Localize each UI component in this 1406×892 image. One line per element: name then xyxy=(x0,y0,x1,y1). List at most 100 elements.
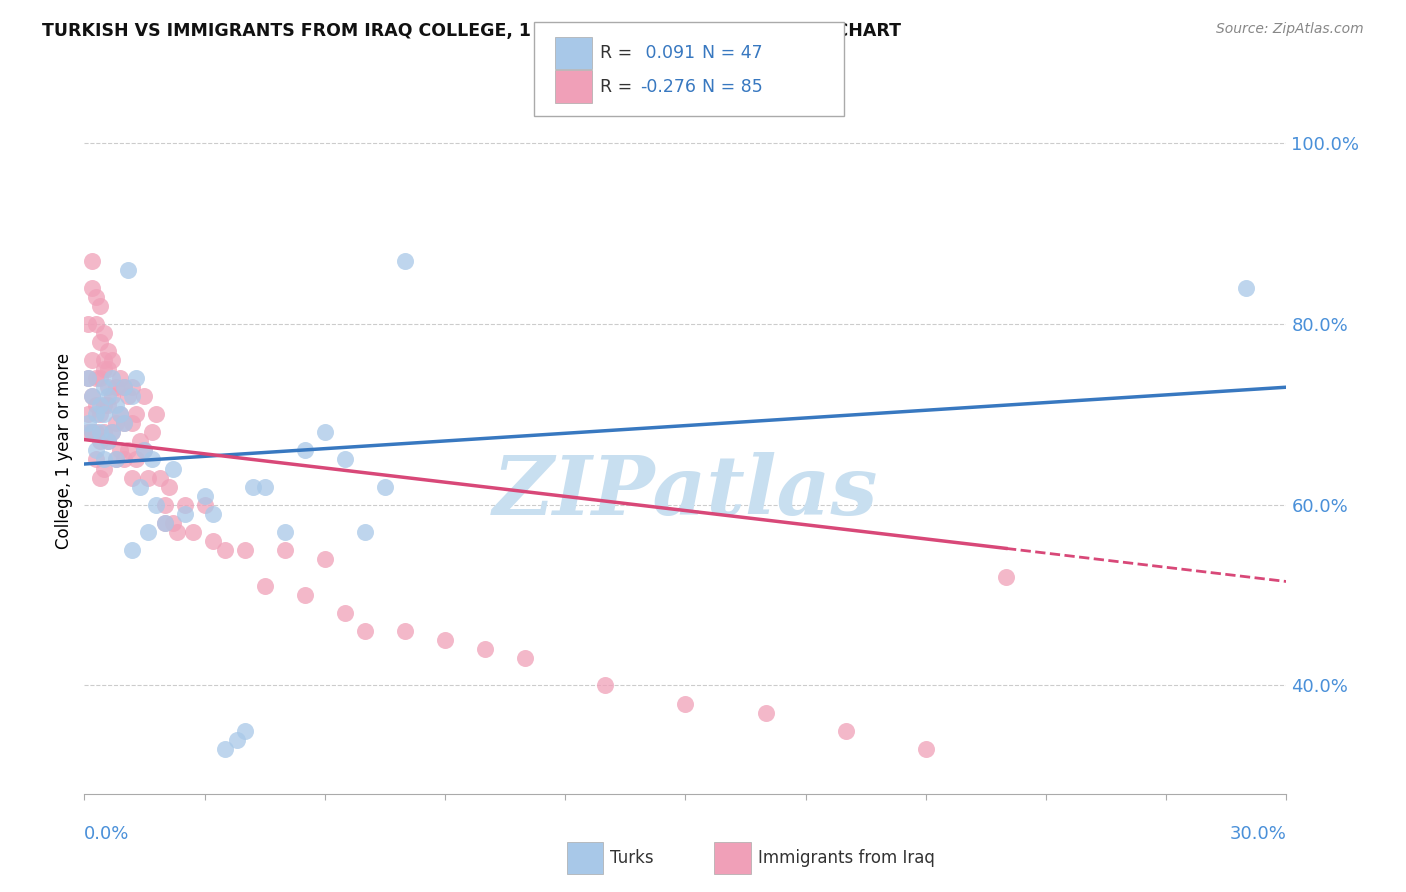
Point xyxy=(101,425,124,440)
Point xyxy=(114,380,135,394)
Point xyxy=(86,398,108,412)
Point xyxy=(105,452,128,467)
Point xyxy=(394,624,416,639)
Point xyxy=(77,417,100,431)
Point xyxy=(134,389,156,403)
Text: N = 47: N = 47 xyxy=(702,44,762,62)
Point xyxy=(225,732,247,747)
Point xyxy=(201,533,224,548)
Point xyxy=(86,371,108,385)
Point xyxy=(121,542,143,557)
Point xyxy=(233,542,256,557)
Point xyxy=(86,452,108,467)
Point xyxy=(97,362,120,376)
Point xyxy=(86,317,108,331)
Point xyxy=(162,516,184,530)
Text: Turks: Turks xyxy=(610,849,654,867)
Point xyxy=(201,507,224,521)
Point xyxy=(145,498,167,512)
Point xyxy=(89,434,111,449)
Point xyxy=(214,741,236,756)
Text: -0.276: -0.276 xyxy=(640,78,696,95)
Point xyxy=(86,407,108,421)
Point xyxy=(82,425,104,440)
Point xyxy=(233,723,256,738)
Point xyxy=(354,624,377,639)
Point xyxy=(145,407,167,421)
Point xyxy=(149,470,172,484)
Point xyxy=(121,389,143,403)
Point xyxy=(194,498,217,512)
Point xyxy=(97,389,120,403)
Point xyxy=(117,443,139,458)
Point xyxy=(101,389,124,403)
Point xyxy=(105,417,128,431)
Point xyxy=(82,281,104,295)
Text: ZIPatlas: ZIPatlas xyxy=(492,451,879,532)
Y-axis label: College, 1 year or more: College, 1 year or more xyxy=(55,352,73,549)
Point xyxy=(242,480,264,494)
Point xyxy=(110,407,132,421)
Point xyxy=(138,470,160,484)
Point xyxy=(93,425,115,440)
Point xyxy=(82,425,104,440)
Point xyxy=(125,407,148,421)
Point xyxy=(153,516,176,530)
Point xyxy=(105,380,128,394)
Point xyxy=(374,480,396,494)
Point xyxy=(162,461,184,475)
Point xyxy=(125,452,148,467)
Point xyxy=(93,380,115,394)
Point xyxy=(253,579,276,593)
Point xyxy=(125,371,148,385)
Point xyxy=(915,741,938,756)
Point xyxy=(86,443,108,458)
Point xyxy=(110,371,132,385)
Point xyxy=(89,398,111,412)
Point xyxy=(675,697,697,711)
Point xyxy=(77,371,100,385)
Text: 0.091: 0.091 xyxy=(640,44,695,62)
Point xyxy=(141,425,163,440)
Point xyxy=(97,398,120,412)
Point xyxy=(114,417,135,431)
Text: R =: R = xyxy=(600,44,638,62)
Point xyxy=(97,434,120,449)
Point xyxy=(274,524,297,539)
Point xyxy=(181,524,204,539)
Point xyxy=(314,552,336,566)
Point xyxy=(101,353,124,368)
Point xyxy=(515,651,537,665)
Point xyxy=(97,434,120,449)
Point xyxy=(134,443,156,458)
Text: R =: R = xyxy=(600,78,638,95)
Point xyxy=(101,425,124,440)
Point xyxy=(333,452,356,467)
Point xyxy=(93,398,115,412)
Text: Immigrants from Iraq: Immigrants from Iraq xyxy=(758,849,935,867)
Point xyxy=(93,407,115,421)
Point xyxy=(835,723,858,738)
Point xyxy=(595,678,617,692)
Point xyxy=(82,389,104,403)
Point xyxy=(129,434,152,449)
Point xyxy=(166,524,188,539)
Point xyxy=(77,407,100,421)
Point xyxy=(89,470,111,484)
Point xyxy=(121,380,143,394)
Text: 0.0%: 0.0% xyxy=(84,825,129,843)
Point xyxy=(77,425,100,440)
Point xyxy=(755,706,778,720)
Point xyxy=(89,425,111,440)
Point xyxy=(77,371,100,385)
Point xyxy=(121,417,143,431)
Point xyxy=(474,642,496,657)
Point xyxy=(82,253,104,268)
Point xyxy=(173,507,195,521)
Point xyxy=(394,253,416,268)
Point xyxy=(89,371,111,385)
Point xyxy=(117,389,139,403)
Point xyxy=(134,443,156,458)
Text: N = 85: N = 85 xyxy=(702,78,762,95)
Point xyxy=(138,524,160,539)
